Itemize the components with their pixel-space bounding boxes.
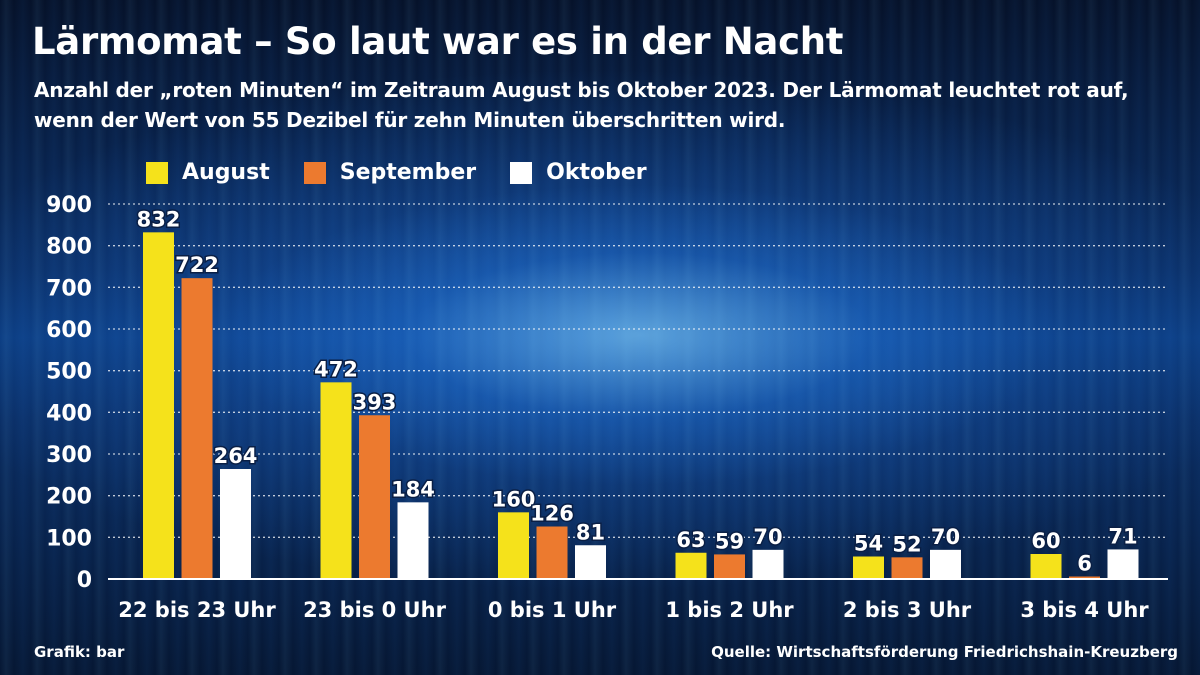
legend: August September Oktober [146, 160, 647, 185]
bar-august [675, 552, 707, 579]
chart-title: Lärmomat – So laut war es in der Nacht [32, 20, 844, 63]
bar-oktober [752, 549, 784, 579]
legend-label-september: September [339, 160, 477, 185]
data-label: 126 [530, 502, 574, 526]
footer-source: Quelle: Wirtschaftsförderung Friedrichsh… [711, 643, 1178, 661]
data-label: 722 [175, 253, 219, 277]
data-label: 472 [314, 357, 358, 381]
data-label: 393 [353, 390, 397, 414]
data-label: 184 [391, 477, 435, 501]
legend-item-september: September [303, 160, 477, 185]
data-label: 54 [854, 532, 883, 556]
data-label: 81 [576, 520, 605, 544]
bar-september [359, 415, 390, 579]
legend-label-oktober: Oktober [546, 160, 647, 185]
x-tick-label: 3 bis 4 Uhr [1020, 598, 1149, 622]
legend-swatch-oktober [510, 161, 533, 184]
x-tick-label: 22 bis 23 Uhr [118, 598, 276, 622]
data-label: 6 [1077, 552, 1092, 576]
x-tick-label: 23 bis 0 Uhr [303, 598, 447, 622]
y-tick-label: 0 [77, 568, 92, 593]
y-tick-label: 500 [46, 360, 92, 385]
y-tick-label: 400 [46, 401, 92, 426]
y-tick-label: 100 [46, 526, 92, 551]
bar-august [498, 512, 529, 579]
data-label: 71 [1108, 524, 1137, 548]
y-tick-label: 900 [46, 193, 92, 218]
chart-subtitle: Anzahl der „roten Minuten“ im Zeitraum A… [34, 78, 1129, 132]
legend-swatch-august [146, 161, 168, 184]
legend-item-oktober: Oktober [510, 160, 647, 185]
legend-label-august: August [182, 160, 270, 185]
data-label: 70 [753, 525, 782, 549]
bar-oktober [1107, 549, 1139, 579]
y-tick-label: 200 [46, 485, 92, 510]
footer-credit: Grafik: bar [34, 643, 125, 661]
bar-september [536, 526, 568, 579]
bar-oktober [575, 545, 606, 579]
legend-swatch-september [303, 161, 326, 184]
x-tick-label: 2 bis 3 Uhr [843, 598, 972, 622]
bar-oktober [397, 502, 429, 579]
bar-august [1030, 554, 1062, 579]
bar-oktober [930, 549, 961, 579]
data-label: 60 [1031, 529, 1060, 553]
bar-september [714, 554, 745, 579]
bar-august [320, 382, 352, 579]
x-tick-label: 1 bis 2 Uhr [665, 598, 794, 622]
data-label: 832 [137, 207, 181, 231]
bar-september [181, 278, 213, 579]
data-label: 264 [214, 444, 258, 468]
data-label: 70 [931, 525, 960, 549]
y-tick-label: 700 [46, 276, 92, 301]
data-label: 59 [715, 529, 744, 553]
legend-item-august: August [146, 160, 270, 185]
x-tick-label: 0 bis 1 Uhr [488, 598, 617, 622]
bar-september [1069, 576, 1100, 579]
data-label: 63 [676, 528, 705, 552]
data-label: 52 [892, 532, 921, 556]
bar-august [143, 232, 174, 580]
bar-september [891, 557, 923, 579]
bar-oktober [220, 469, 251, 579]
y-tick-label: 800 [46, 235, 92, 260]
y-tick-label: 300 [46, 443, 92, 468]
y-tick-label: 600 [46, 318, 92, 343]
bar-august [853, 556, 884, 579]
data-label: 160 [492, 487, 536, 511]
